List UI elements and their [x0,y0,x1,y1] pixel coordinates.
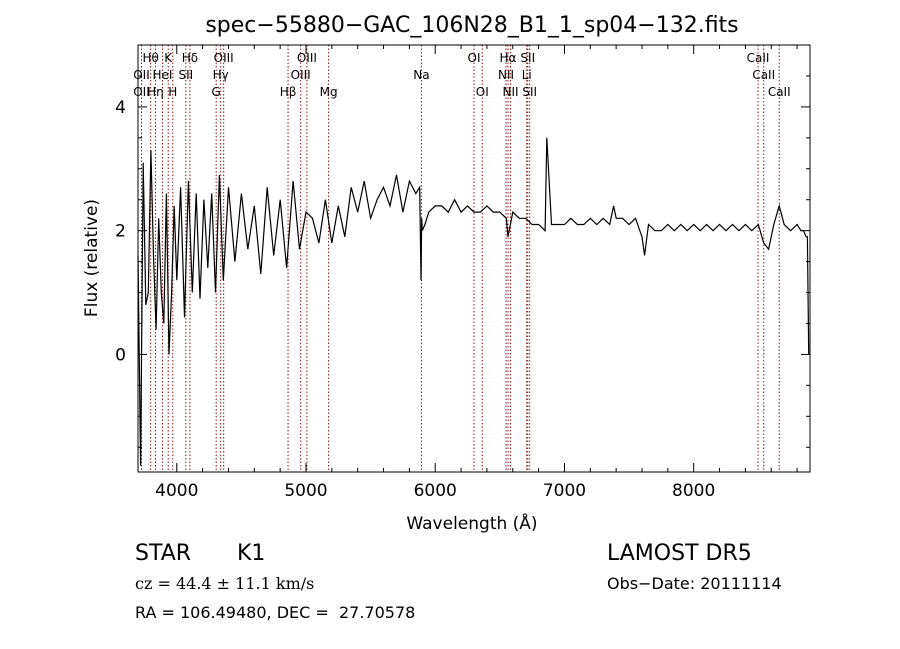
line-label-17: CaII [752,68,775,82]
line-label-10: HeI [152,68,172,82]
line-label-21: G [212,85,221,99]
line-label-25: NII [503,85,519,99]
x-tick-label-1: 5000 [284,481,327,501]
x-tick-label-2: 6000 [414,481,457,501]
subclass: K1 [237,541,266,566]
line-label-0: Hθ [142,51,158,65]
x-tick-label-3: 7000 [543,481,586,501]
line-label-22: Hβ [280,85,297,99]
y-tick-label-1: 2 [115,222,126,242]
y-axis-label: Flux (relative) [82,199,102,317]
y-tick-label-2: 4 [115,98,126,118]
line-label-11: SII [178,68,193,82]
line-label-12: Hγ [213,68,229,82]
line-label-8: CaII [747,51,770,65]
x-axis-label: Wavelength (Å) [406,512,537,534]
axis-ticks: 4000 5000 6000 7000 8000 0 2 4 [115,45,810,501]
line-label-27: CaII [768,85,791,99]
line-label-14: Na [413,68,429,82]
line-label-3: OIII [214,51,234,65]
line-label-9: OII [133,68,150,82]
line-label-5: OI [468,51,481,65]
chart-title: spec−55880−GAC_106N28_B1_1_sp04−132.fits [205,13,738,38]
coordinates: RA = 106.49480, DEC = 27.70578 [135,603,416,622]
line-label-16: Li [522,68,532,82]
line-label-26: SII [522,85,537,99]
line-label-18: OII [133,85,150,99]
line-label-7: SII [520,51,535,65]
object-class: STAR [135,541,192,566]
y-tick-label-0: 0 [115,345,126,365]
plot-frame [137,44,811,473]
redshift-text: cz = 44.4 ± 11.1 km/s [135,574,315,593]
line-label-19: Hη [147,85,164,99]
line-label-2: Hδ [182,51,198,65]
spectrum-line [137,137,810,466]
line-label-23: Mg [320,85,338,99]
spectral-line-markers [140,45,780,472]
line-label-1: K [164,51,173,65]
line-label-20: H [168,85,177,99]
line-label-13: OIII [291,68,311,82]
survey-name: LAMOST DR5 [607,541,752,566]
line-label-24: OI [476,85,489,99]
obs-date: Obs−Date: 20111114 [607,574,782,593]
x-tick-label-0: 4000 [155,481,198,501]
x-tick-label-4: 8000 [672,481,715,501]
line-label-15: NII [498,68,514,82]
line-label-6: Hα [500,51,517,65]
line-label-4: OIII [297,51,317,65]
